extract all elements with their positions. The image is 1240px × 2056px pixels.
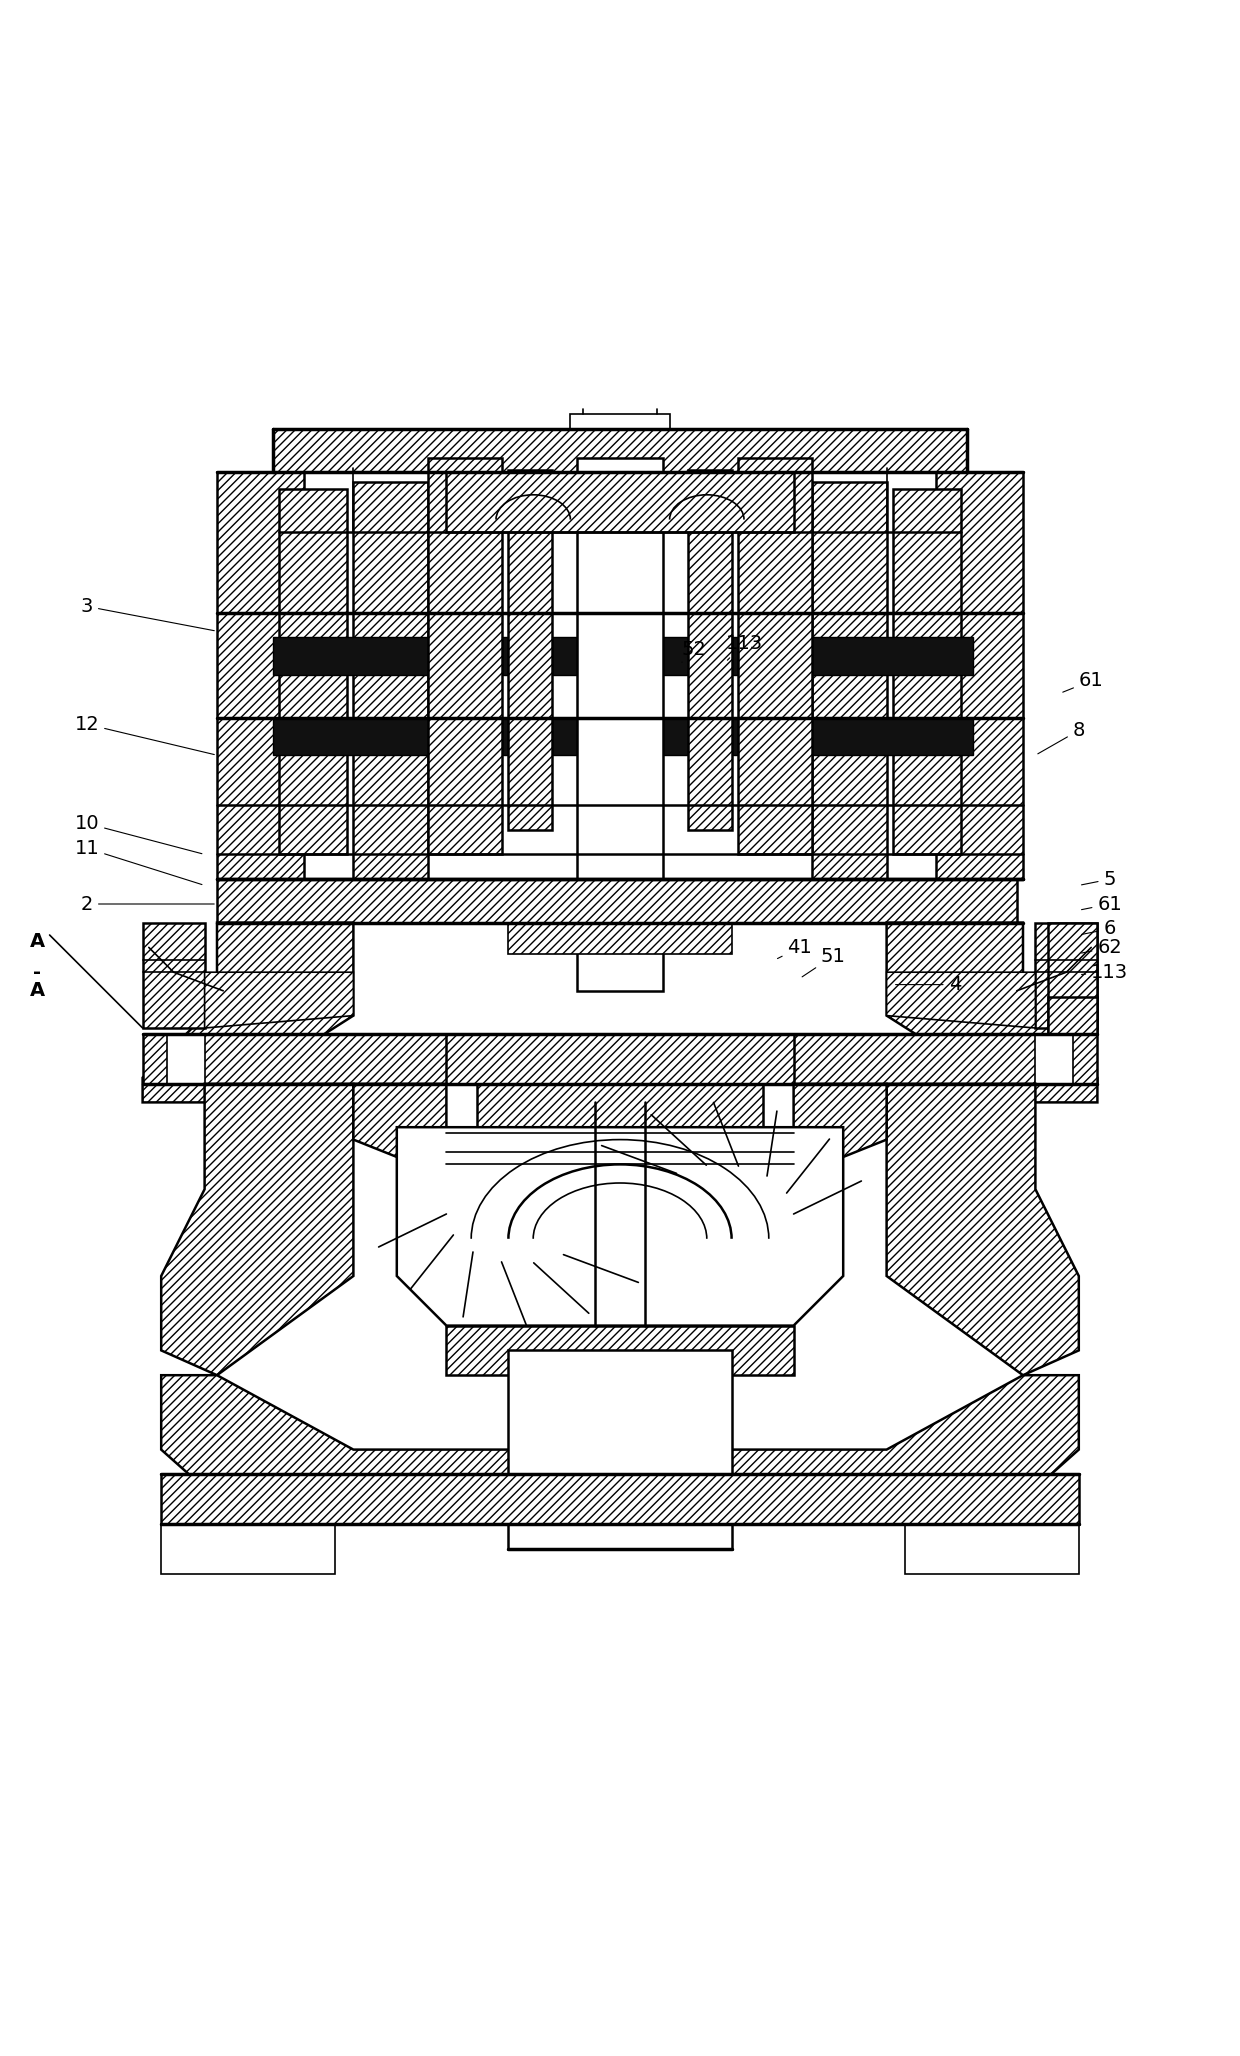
Bar: [273, 430, 967, 473]
Bar: [738, 458, 812, 855]
Text: 6: 6: [1081, 919, 1116, 938]
Text: 4: 4: [895, 975, 961, 995]
Bar: [161, 1523, 335, 1573]
Text: 61: 61: [1081, 894, 1122, 913]
Bar: [570, 413, 670, 430]
Bar: [812, 483, 887, 880]
Text: 51: 51: [802, 946, 846, 977]
Bar: [273, 637, 973, 674]
Bar: [428, 458, 502, 855]
Polygon shape: [205, 972, 353, 1028]
Bar: [508, 1351, 732, 1548]
Polygon shape: [143, 923, 353, 1102]
Text: 5: 5: [1081, 870, 1116, 888]
Bar: [1048, 997, 1097, 1034]
Polygon shape: [353, 1084, 446, 1176]
Bar: [273, 718, 973, 755]
Bar: [161, 1474, 1079, 1523]
Bar: [1048, 923, 1097, 1034]
Bar: [688, 471, 732, 831]
Text: 3: 3: [81, 596, 215, 631]
Text: 11: 11: [74, 839, 202, 884]
Bar: [905, 1523, 1079, 1573]
Bar: [577, 458, 663, 991]
Bar: [217, 473, 304, 880]
Bar: [477, 1084, 763, 1127]
Bar: [508, 923, 732, 954]
Bar: [1035, 923, 1097, 1028]
Bar: [217, 880, 1017, 923]
Text: 61: 61: [1063, 672, 1104, 693]
Polygon shape: [397, 1127, 843, 1326]
Text: -: -: [33, 962, 41, 981]
Polygon shape: [887, 972, 1035, 1028]
Text: 113: 113: [1081, 962, 1128, 981]
Text: A: A: [30, 981, 45, 1001]
Bar: [446, 1326, 794, 1375]
Text: A: A: [30, 931, 45, 950]
Bar: [508, 471, 552, 831]
Bar: [1035, 1034, 1073, 1084]
Polygon shape: [887, 923, 1097, 1102]
Bar: [353, 483, 428, 880]
Bar: [143, 923, 205, 1028]
Polygon shape: [887, 1084, 1079, 1375]
Text: 113: 113: [725, 633, 763, 660]
Polygon shape: [794, 1084, 887, 1176]
Bar: [446, 473, 794, 533]
Text: 62: 62: [1081, 938, 1122, 956]
Polygon shape: [161, 1084, 353, 1375]
Bar: [143, 1034, 1097, 1084]
Text: 41: 41: [777, 938, 812, 958]
Bar: [936, 473, 1023, 880]
Bar: [279, 489, 347, 855]
Bar: [893, 489, 961, 855]
Text: 2: 2: [81, 894, 215, 913]
Text: 52: 52: [682, 639, 707, 662]
Bar: [167, 1034, 205, 1084]
Bar: [446, 1034, 794, 1084]
Text: 10: 10: [74, 814, 202, 853]
Polygon shape: [161, 1375, 1079, 1499]
Text: 8: 8: [1038, 722, 1085, 755]
Text: 12: 12: [74, 715, 215, 755]
